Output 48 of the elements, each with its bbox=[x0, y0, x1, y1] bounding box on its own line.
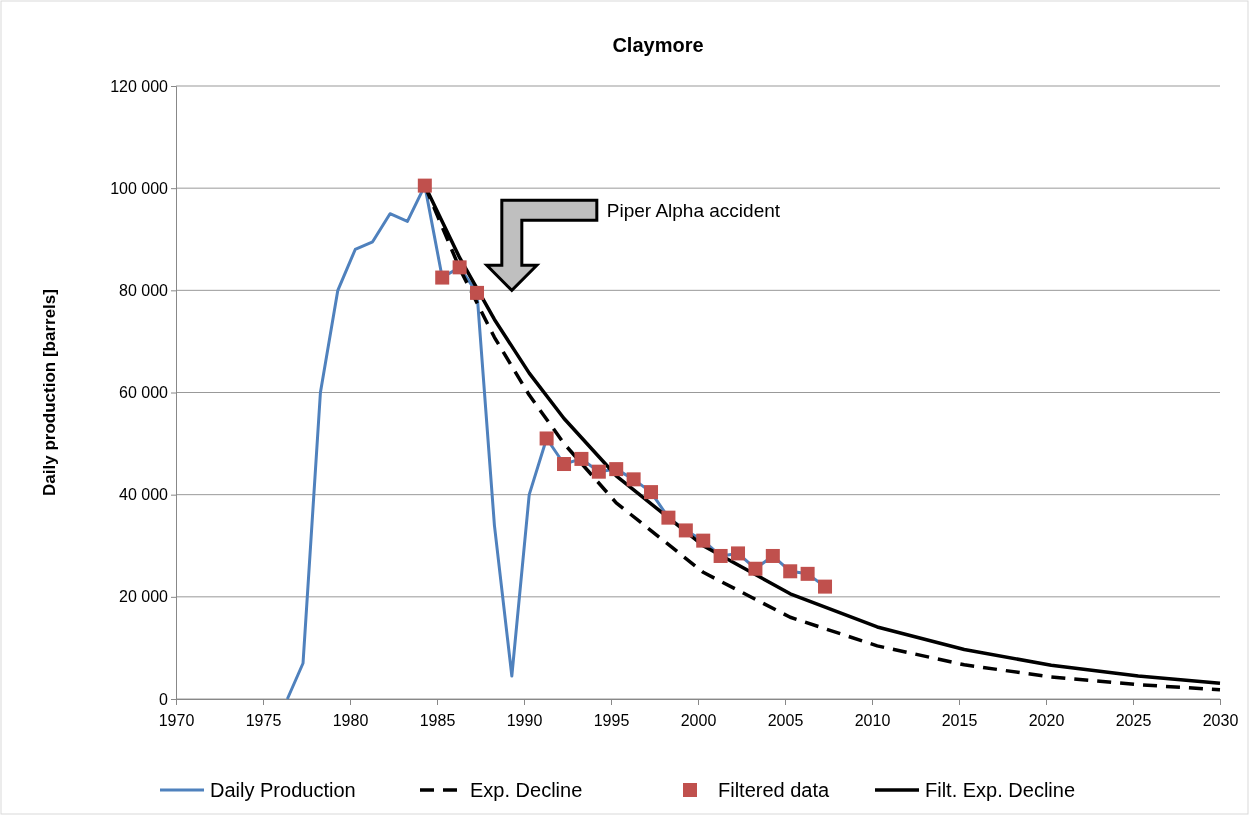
point bbox=[452, 260, 467, 275]
y-tick-label: 100 000 bbox=[110, 179, 169, 197]
point bbox=[609, 462, 624, 477]
x-tick-label: 2010 bbox=[854, 711, 891, 729]
chart-title: Claymore bbox=[612, 34, 704, 56]
x-tick-label: 2025 bbox=[1115, 711, 1152, 729]
point bbox=[435, 270, 450, 285]
x-tick-label: 1985 bbox=[419, 711, 456, 729]
point bbox=[748, 561, 763, 576]
legend-label: Filtered data bbox=[718, 779, 831, 801]
point bbox=[800, 566, 815, 581]
point bbox=[574, 451, 589, 466]
point bbox=[626, 472, 641, 487]
point bbox=[818, 579, 833, 594]
x-tick-label: 2000 bbox=[680, 711, 717, 729]
y-tick-label: 80 000 bbox=[119, 281, 169, 299]
y-tick-label: 40 000 bbox=[119, 486, 169, 504]
legend-label: Daily Production bbox=[210, 779, 356, 801]
y-axis-title: Daily production [barrels] bbox=[40, 289, 59, 496]
point bbox=[470, 285, 485, 300]
y-tick-label: 120 000 bbox=[110, 77, 169, 95]
legend-label: Filt. Exp. Decline bbox=[925, 779, 1076, 801]
point bbox=[644, 485, 659, 500]
y-tick-label: 0 bbox=[159, 690, 169, 708]
annotation: Piper Alpha accident bbox=[606, 200, 781, 222]
x-tick-label: 2005 bbox=[767, 711, 804, 729]
y-tick-label: 60 000 bbox=[119, 384, 169, 402]
point bbox=[783, 564, 798, 579]
x-tick-label: 1995 bbox=[593, 711, 630, 729]
x-tick-label: 1990 bbox=[506, 711, 543, 729]
point bbox=[417, 178, 432, 193]
point bbox=[539, 431, 554, 446]
point bbox=[678, 523, 693, 538]
point bbox=[557, 457, 572, 472]
x-tick-label: 1970 bbox=[158, 711, 195, 729]
x-tick-label: 2015 bbox=[941, 711, 978, 729]
point bbox=[696, 533, 711, 548]
point bbox=[765, 548, 780, 563]
point bbox=[591, 464, 606, 479]
x-tick-label: 1980 bbox=[332, 711, 369, 729]
point bbox=[731, 546, 746, 561]
x-tick-label: 1975 bbox=[245, 711, 282, 729]
legend-label: Exp. Decline bbox=[470, 779, 583, 801]
point bbox=[713, 548, 728, 563]
x-tick-label: 2030 bbox=[1202, 711, 1239, 729]
x-tick-label: 2020 bbox=[1028, 711, 1065, 729]
point bbox=[661, 510, 676, 525]
y-tick-label: 20 000 bbox=[119, 588, 169, 606]
